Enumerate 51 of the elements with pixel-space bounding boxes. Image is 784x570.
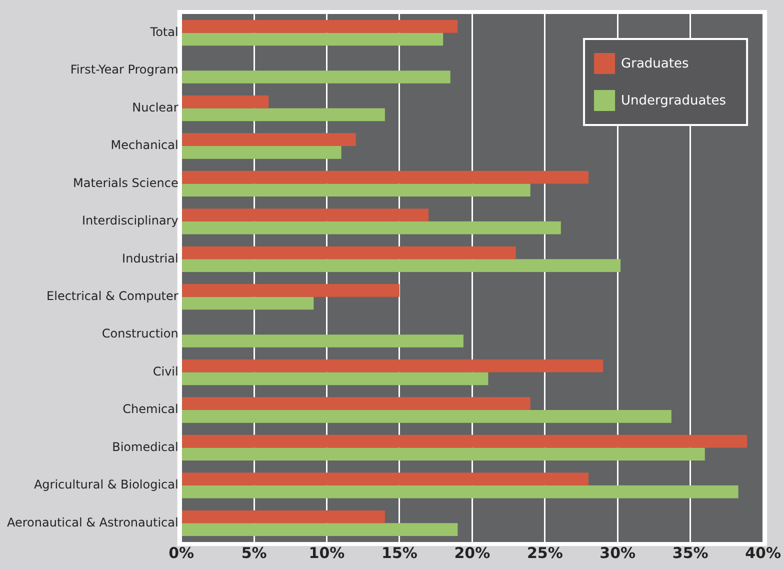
x-tick-label: 25% [526, 544, 563, 562]
y-tick-label: Materials Science [72, 176, 178, 190]
legend-label: Graduates [621, 56, 689, 72]
y-tick-label: Mechanical [110, 138, 178, 152]
y-tick-label: Interdisciplinary [82, 214, 178, 228]
bar [182, 70, 450, 84]
bar [182, 397, 530, 410]
bar [182, 170, 589, 184]
bar [182, 20, 458, 33]
y-tick-label: Nuclear [132, 100, 178, 114]
bar [182, 434, 748, 448]
bar [182, 448, 705, 461]
bar [182, 359, 604, 372]
x-tick-label: 5% [241, 544, 267, 562]
bar [182, 246, 516, 260]
y-tick-label: Civil [152, 364, 178, 378]
bar [182, 472, 589, 486]
y-tick-label: Construction [102, 326, 178, 341]
bar [182, 221, 561, 234]
x-tick-label: 30% [600, 544, 636, 562]
bar [182, 334, 464, 348]
y-tick-label: Biomedical [112, 440, 178, 454]
bar [182, 133, 356, 146]
y-tick-label: Agricultural & Biological [34, 478, 178, 492]
bar [182, 32, 444, 46]
bar [182, 372, 488, 386]
bar [182, 410, 672, 423]
bar [182, 146, 342, 159]
x-tick-label: 0% [168, 544, 194, 562]
x-tick-label: 20% [454, 544, 490, 562]
bar [182, 284, 400, 297]
legend-label: Undergraduates [621, 93, 726, 108]
x-tick-label: 10% [308, 544, 345, 562]
bar [182, 523, 458, 536]
bar [182, 184, 530, 197]
bar [182, 95, 269, 108]
bar [182, 510, 385, 524]
y-tick-label: Industrial [122, 251, 178, 266]
x-tick-label: 40% [745, 544, 781, 562]
y-tick-label: First-Year Program [70, 62, 178, 77]
bar [182, 259, 621, 272]
y-tick-label: Chemical [122, 402, 178, 416]
bar [182, 296, 314, 310]
bar [182, 485, 738, 498]
x-tick-label: 35% [672, 544, 708, 562]
y-tick-label: Total [149, 24, 178, 39]
y-tick-label: Electrical & Computer [46, 288, 178, 303]
bar [182, 208, 429, 222]
bar [182, 108, 385, 122]
y-tick-label: Aeronautical & Astronautical [6, 515, 178, 530]
x-tick-label: 15% [382, 544, 418, 562]
